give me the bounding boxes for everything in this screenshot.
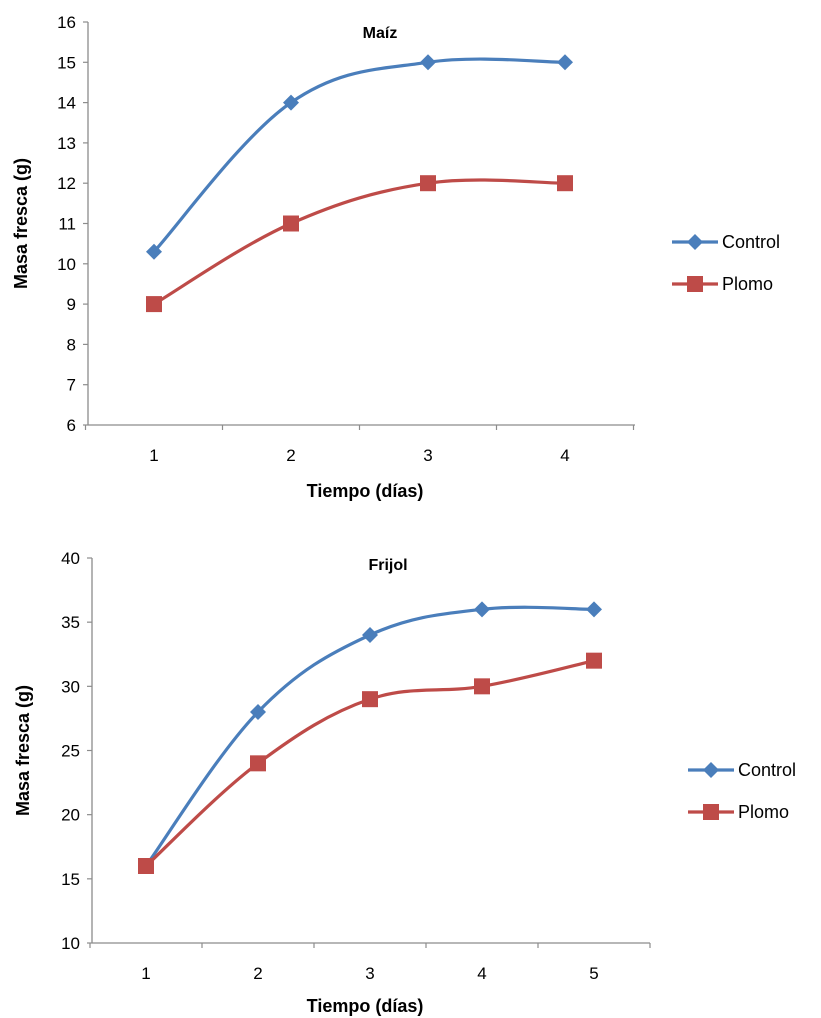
y-axis-label: Masa fresca (g) <box>11 158 31 289</box>
data-point <box>138 858 154 874</box>
x-tick-label: 2 <box>253 964 262 983</box>
data-point <box>250 704 266 720</box>
y-tick-label: 15 <box>57 53 76 72</box>
series-control <box>138 601 602 874</box>
data-point <box>474 678 490 695</box>
y-tick-label: 40 <box>61 549 80 568</box>
legend-marker <box>703 762 719 778</box>
legend-marker <box>703 804 719 820</box>
data-point <box>557 54 573 71</box>
legend-item-plomo: Plomo <box>672 274 773 294</box>
y-tick-label: 30 <box>61 677 80 696</box>
y-tick-label: 16 <box>57 13 76 32</box>
x-axis-label: Tiempo (días) <box>307 481 424 501</box>
series-line <box>152 57 566 253</box>
y-tick-label: 6 <box>67 416 76 435</box>
x-tick-label: 3 <box>365 964 374 983</box>
y-tick-label: 9 <box>67 295 76 314</box>
y-tick-label: 14 <box>57 94 76 113</box>
x-tick-label: 1 <box>149 446 158 465</box>
series-control <box>146 54 573 260</box>
y-tick-label: 12 <box>57 174 76 193</box>
y-tick-label: 10 <box>61 934 80 953</box>
legend-label: Control <box>738 760 796 780</box>
data-point <box>474 601 490 618</box>
x-tick-label: 1 <box>141 964 150 983</box>
chart-title: Maíz <box>363 25 398 42</box>
data-point <box>586 652 602 669</box>
data-point <box>557 175 573 192</box>
data-point <box>362 691 378 708</box>
series-line <box>153 178 566 306</box>
y-tick-label: 10 <box>57 255 76 274</box>
data-point <box>420 175 436 192</box>
series-line <box>144 605 595 867</box>
legend-label: Plomo <box>738 802 789 822</box>
x-tick-label: 3 <box>423 446 432 465</box>
series-plomo <box>138 652 602 874</box>
y-axis-label: Masa fresca (g) <box>13 685 33 816</box>
legend-marker <box>687 234 703 250</box>
chart-frijol: 10 15 20 25 30 35 40 1 2 3 4 5 Frijol Tiempo (días) Ma… <box>13 549 796 1016</box>
chart-title: Frijol <box>368 557 407 574</box>
legend-label: Plomo <box>722 274 773 294</box>
data-point <box>362 627 378 643</box>
x-tick-label: 2 <box>286 446 295 465</box>
y-tick-label: 15 <box>61 870 80 889</box>
legend-label: Control <box>722 232 780 252</box>
data-point <box>146 296 162 313</box>
y-tick-label: 25 <box>61 742 80 761</box>
y-tick-label: 35 <box>61 613 80 632</box>
y-tick-label: 20 <box>61 806 80 825</box>
data-point <box>250 755 266 772</box>
y-tick-label: 7 <box>67 376 76 395</box>
x-tick-label: 4 <box>560 446 569 465</box>
x-tick-label: 4 <box>477 964 486 983</box>
y-tick-label: 11 <box>58 215 76 234</box>
data-point <box>283 94 299 111</box>
x-axis-label: Tiempo (días) <box>307 996 424 1016</box>
series-plomo <box>146 175 573 313</box>
data-point <box>420 54 436 71</box>
legend-item-plomo: Plomo <box>688 802 789 822</box>
x-tick-label: 5 <box>589 964 598 983</box>
y-tick-label: 13 <box>57 134 76 153</box>
y-tick-label: 8 <box>67 335 76 354</box>
legend-item-control: Control <box>688 760 796 780</box>
data-point <box>146 243 162 260</box>
legend-item-control: Control <box>672 232 780 252</box>
legend-marker <box>687 276 703 292</box>
data-point <box>586 601 602 618</box>
data-point <box>283 215 299 232</box>
